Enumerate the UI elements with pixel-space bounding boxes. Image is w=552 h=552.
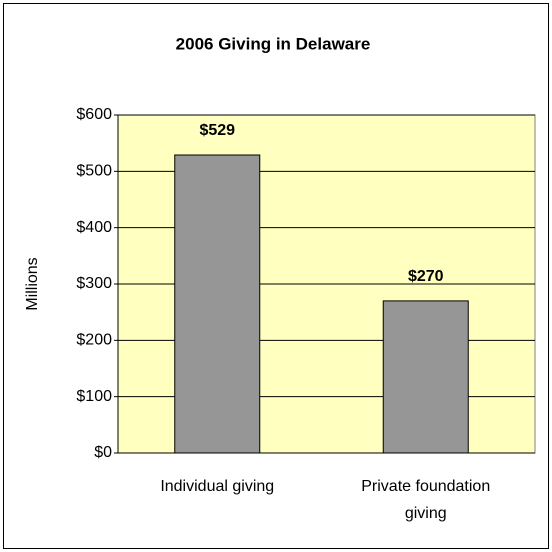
y-tick-label: $300	[76, 275, 112, 292]
chart-title: 2006 Giving in Delaware	[176, 34, 371, 53]
y-tick-label: $500	[76, 163, 112, 180]
y-tick-label: $0	[94, 444, 112, 461]
bar	[174, 154, 261, 454]
bar	[382, 300, 469, 454]
y-axis-label: Millions	[24, 257, 41, 310]
value-label: $270	[408, 268, 444, 285]
y-tick-label: $400	[76, 219, 112, 236]
y-tick-label: $100	[76, 388, 112, 405]
x-tick-label: Private foundation giving	[361, 478, 491, 522]
y-tick-label: $600	[76, 106, 112, 123]
y-tick-label: $200	[76, 332, 112, 349]
x-tick-label: Individual giving	[160, 478, 275, 495]
value-label: $529	[199, 122, 235, 139]
